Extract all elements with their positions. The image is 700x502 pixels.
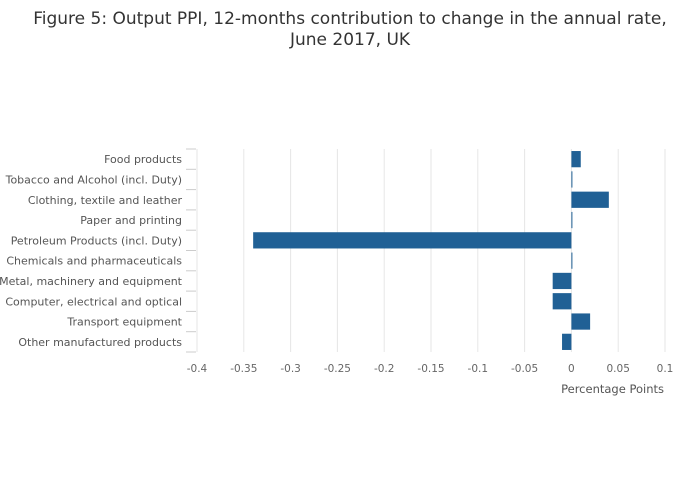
bar xyxy=(253,232,572,249)
bar xyxy=(571,252,573,269)
category-label: Metal, machinery and equipment xyxy=(0,275,183,288)
x-tick-label: -0.1 xyxy=(468,363,489,375)
x-axis-tick-labels: -0.4 -0.35 -0.3 -0.25 -0.2 -0.15 -0.1 -0.05 0 0.0… xyxy=(187,363,674,375)
x-tick-label: -0.15 xyxy=(417,363,444,375)
category-label: Petroleum Products (incl. Duty) xyxy=(11,234,182,247)
category-label: Tobacco and Alcohol (incl. Duty) xyxy=(5,173,182,186)
bar xyxy=(571,171,573,188)
bar xyxy=(571,151,581,168)
x-tick-label: 0 xyxy=(568,363,575,375)
category-label: Food products xyxy=(104,153,182,166)
chart-title-line-1: Figure 5: Output PPI, 12-months contribu… xyxy=(33,9,667,29)
bar xyxy=(552,293,572,310)
x-tick-label: -0.25 xyxy=(324,363,351,375)
bar xyxy=(571,211,573,229)
category-label: Transport equipment xyxy=(66,316,182,329)
x-tick-label: 0.1 xyxy=(657,363,674,375)
x-tick-label: -0.2 xyxy=(374,363,395,375)
x-tick-label: -0.05 xyxy=(511,363,538,375)
x-tick-label: -0.35 xyxy=(230,363,257,375)
chart-title: Figure 5: Output PPI, 12-months contribu… xyxy=(33,9,667,50)
x-tick-label: -0.4 xyxy=(187,363,208,375)
category-labels: Food products Tobacco and Alcohol (incl. … xyxy=(0,153,183,349)
x-axis-title: Percentage Points xyxy=(561,382,664,396)
x-tick-label: 0.05 xyxy=(607,363,630,375)
x-tick-label: -0.3 xyxy=(280,363,301,375)
category-label: Chemicals and pharmaceuticals xyxy=(6,255,182,268)
y-axis-tickmarks xyxy=(186,148,196,353)
bars xyxy=(253,151,609,350)
category-label: Paper and printing xyxy=(80,214,182,227)
chart-title-line-2: June 2017, UK xyxy=(289,30,411,50)
category-label: Clothing, textile and leather xyxy=(28,194,183,207)
bar xyxy=(562,333,572,350)
bar xyxy=(571,191,609,208)
bar xyxy=(571,313,591,330)
bar xyxy=(552,272,572,290)
category-label: Computer, electrical and optical xyxy=(5,295,182,308)
category-label: Other manufactured products xyxy=(18,336,182,349)
gridlines xyxy=(196,149,666,352)
